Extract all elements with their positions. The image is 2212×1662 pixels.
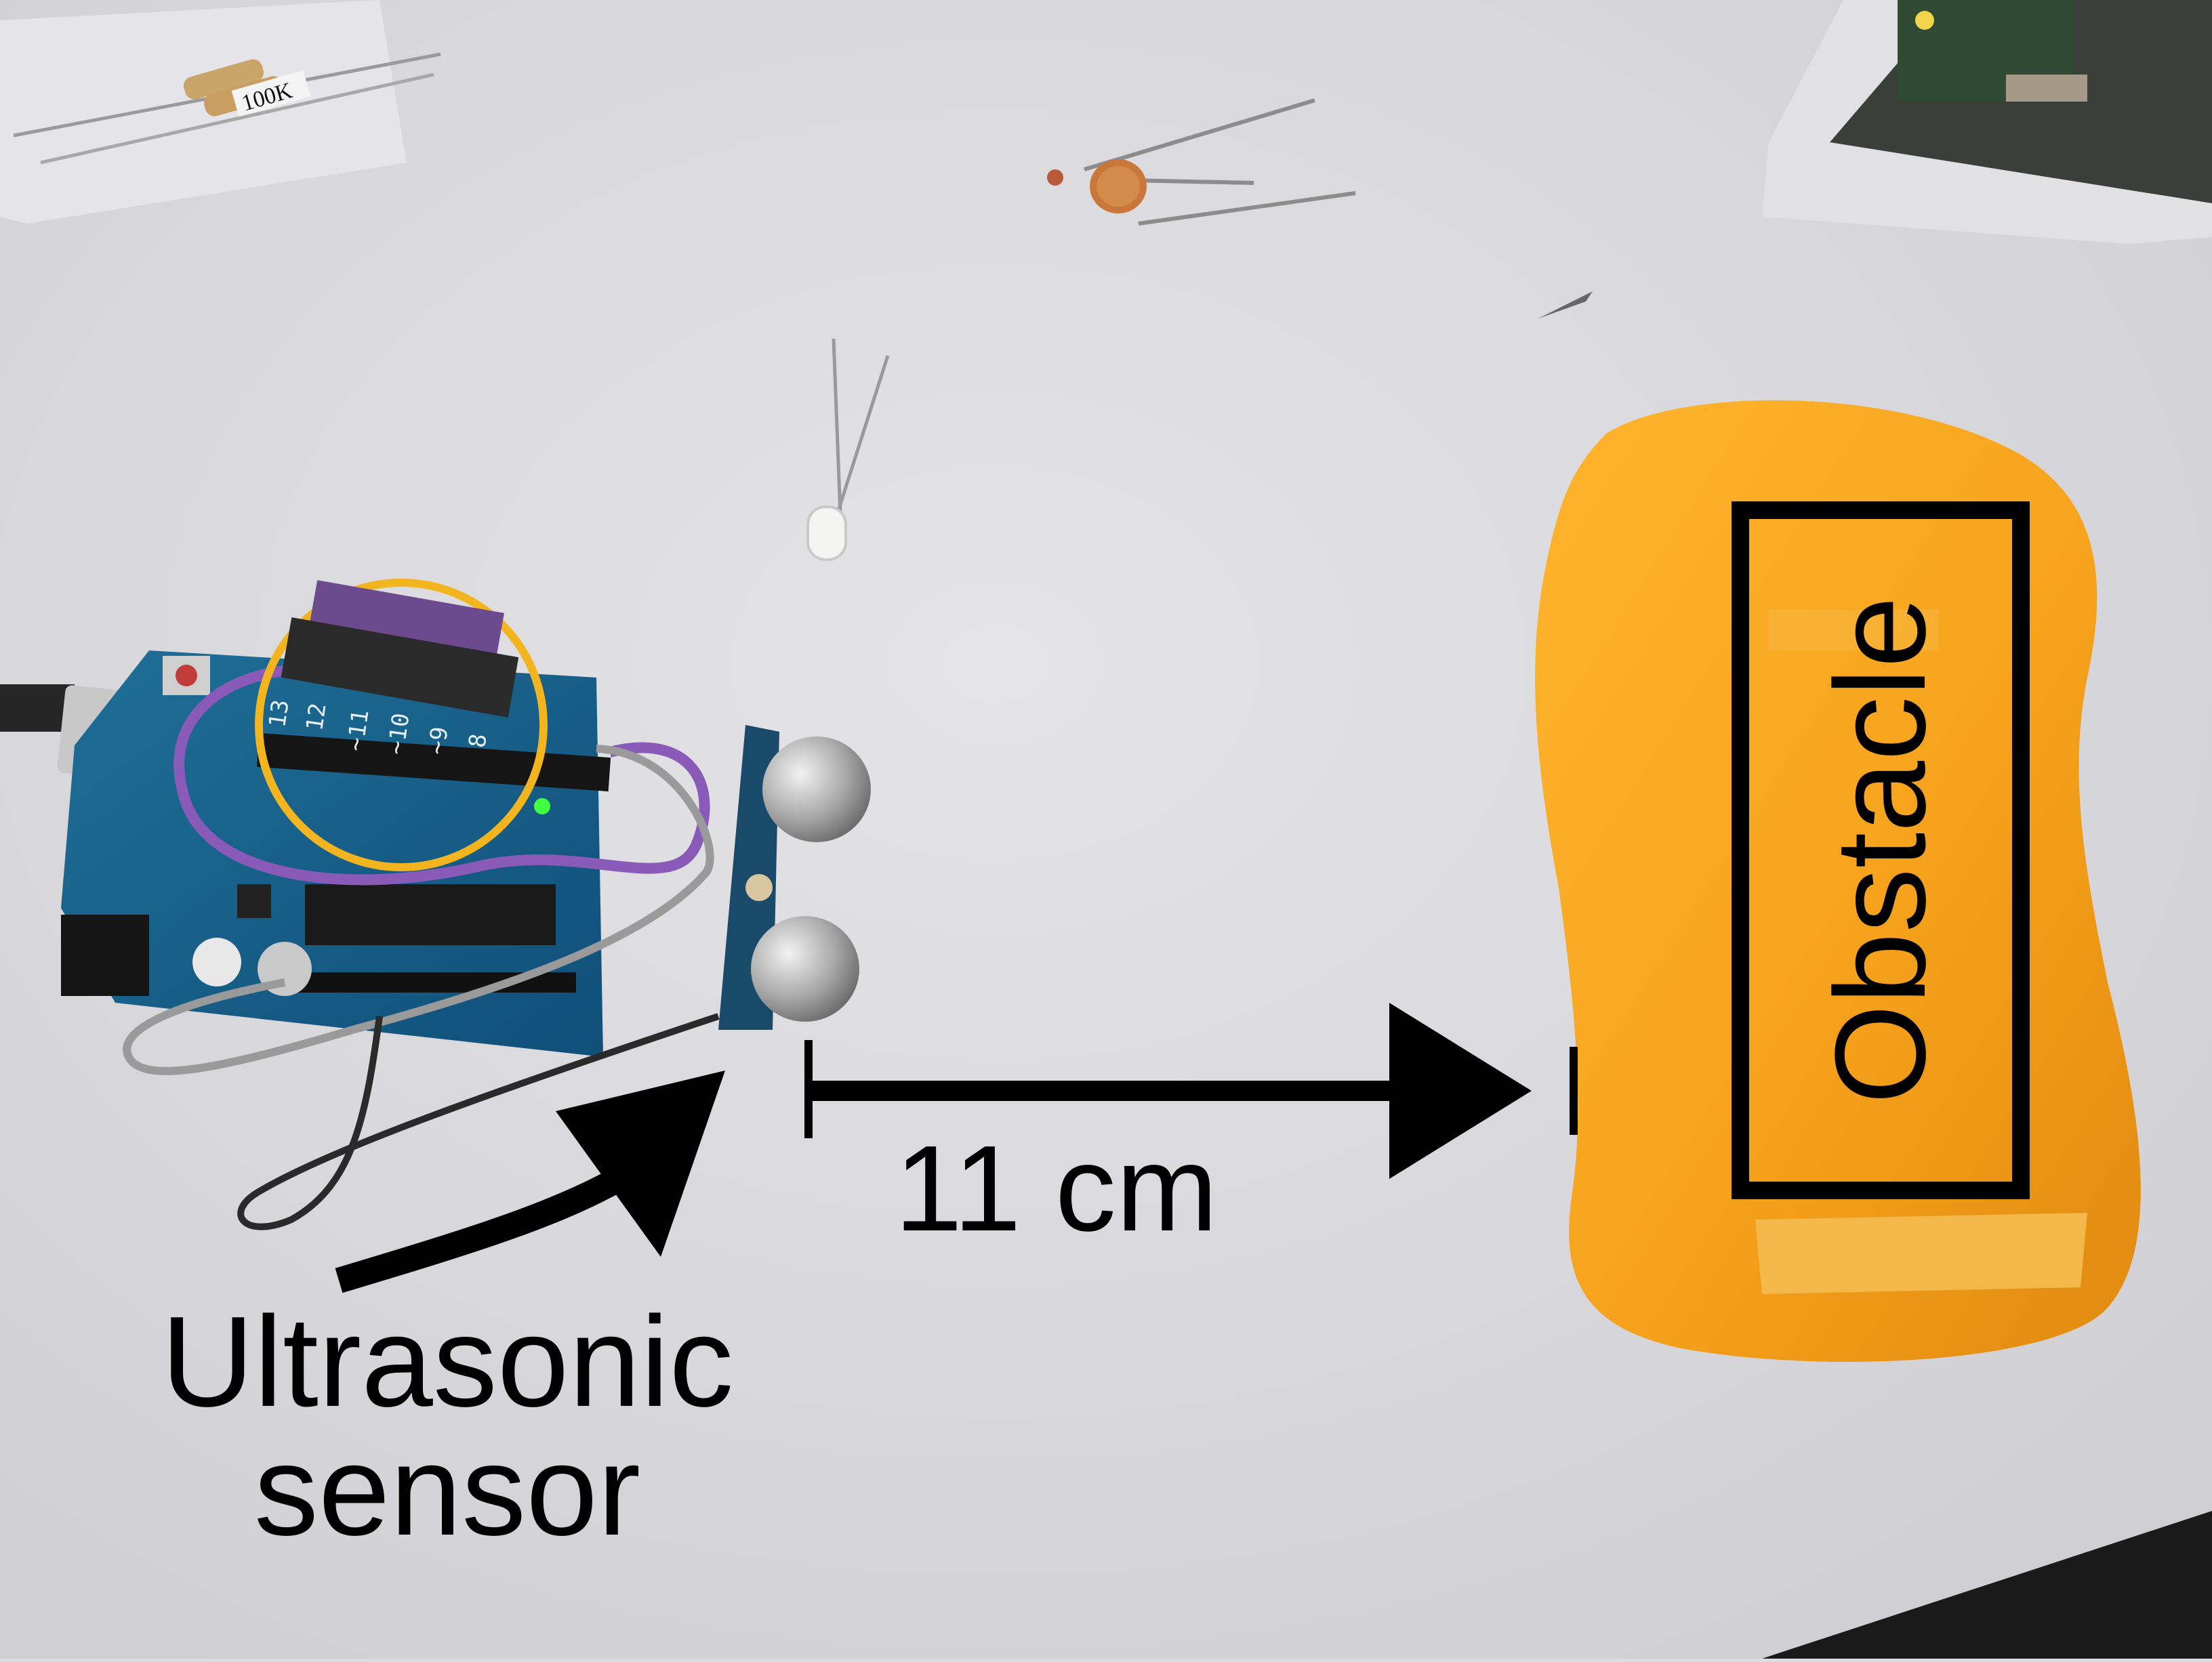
pin-label: 13 [264, 698, 294, 729]
white-led [806, 338, 890, 561]
ldr-component [1047, 98, 1356, 226]
jumper-wires [123, 665, 720, 1230]
sensor-label-line2: sensor [253, 1419, 641, 1562]
pin-label: ~11 [342, 708, 374, 753]
sensor-module-bag [1762, 0, 2212, 244]
ultrasonic-sensor-module [718, 725, 871, 1030]
yellow-obstacle-case [1535, 400, 2141, 1362]
distance-arrow [804, 1003, 1578, 1179]
board-pin-labels: 13 12 ~11 ~10 ~9 8 [264, 698, 492, 756]
pointer-arrow [335, 1071, 725, 1293]
resistor-bag: 100K [0, 0, 441, 224]
obstacle-label: Obstacle [1809, 596, 1952, 1104]
pin-label: 12 [301, 701, 331, 732]
sensor-label-line1: Ultrasonic [161, 1290, 734, 1434]
pin-highlight-circle [255, 579, 548, 871]
ultrasonic-sensor-label: Ultrasonic sensor [115, 1297, 779, 1555]
debris-mark [1538, 291, 1593, 318]
distance-label: 11 cm [895, 1121, 1218, 1257]
paper-corner-shadow [1762, 1511, 2212, 1659]
pin-label: ~9 [423, 725, 453, 756]
obstacle-label-box: Obstacle [1732, 501, 2030, 1199]
pin-label: ~10 [382, 711, 415, 756]
